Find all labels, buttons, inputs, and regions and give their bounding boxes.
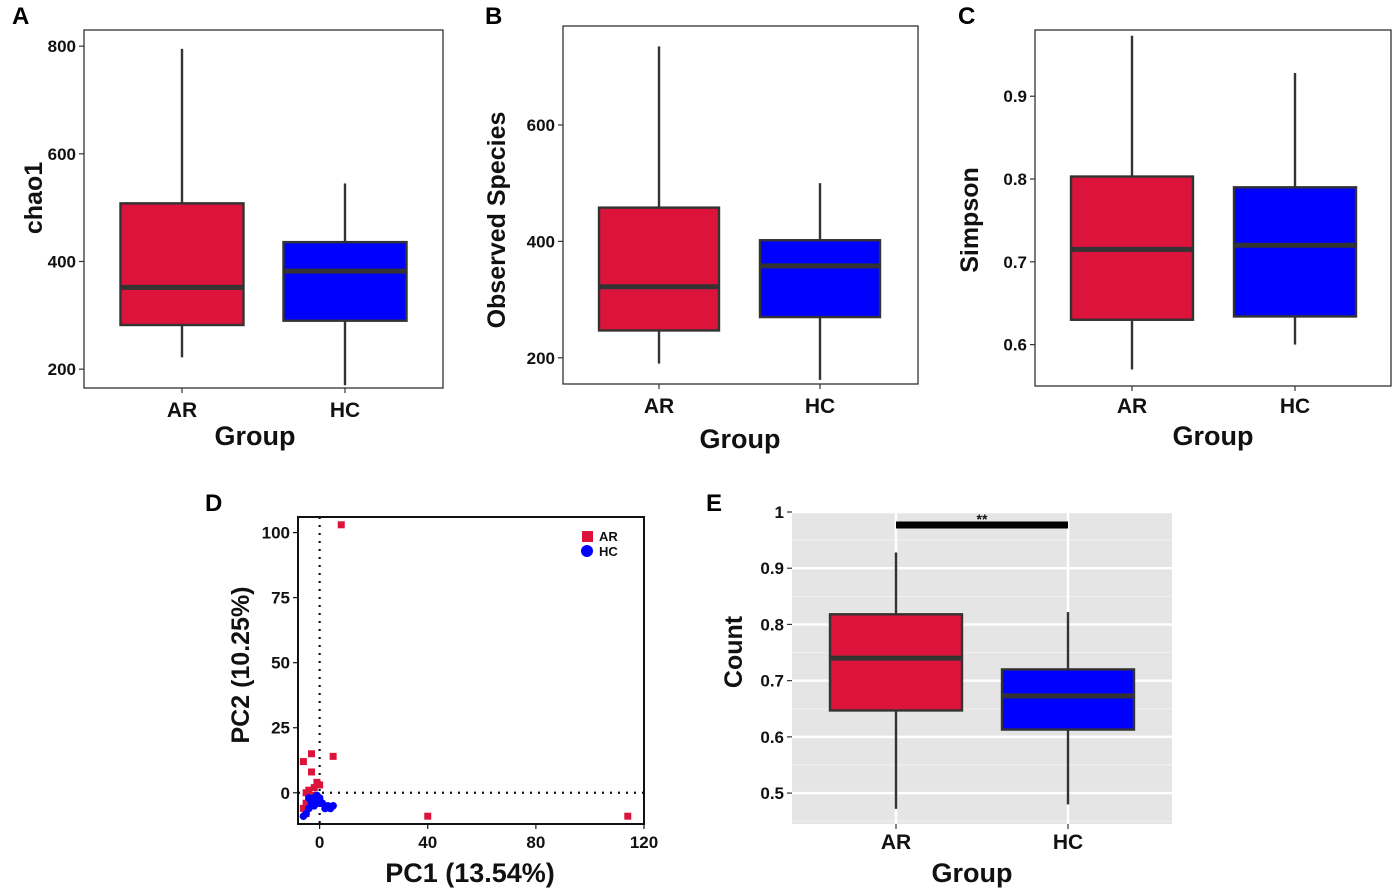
point-ar bbox=[299, 758, 307, 766]
x-axis-title-c: Group bbox=[1173, 421, 1254, 451]
box-hc-e bbox=[1000, 668, 1136, 731]
plot-border-d bbox=[297, 516, 645, 825]
point-ar bbox=[302, 799, 310, 807]
point-ar bbox=[329, 752, 337, 760]
box-ar-b bbox=[597, 206, 721, 332]
y-tick-label-d: 75 bbox=[271, 589, 290, 608]
legend-key-hc bbox=[581, 545, 593, 557]
y-axis-title-b: Observed Species bbox=[483, 112, 511, 329]
point-ar bbox=[299, 804, 307, 812]
point-ar bbox=[316, 781, 324, 789]
significance-label-e: ** bbox=[977, 511, 988, 527]
x-tick-label-a: HC bbox=[330, 399, 360, 422]
point-ar bbox=[624, 812, 632, 820]
x-tick-label-c: AR bbox=[1117, 395, 1147, 418]
x-tick-label-d: 120 bbox=[630, 833, 658, 852]
x-tick-label-b: AR bbox=[644, 395, 674, 418]
x-tick-label-a: AR bbox=[167, 399, 197, 422]
y-tick-label-d: 25 bbox=[271, 719, 290, 738]
y-tick-label-e: 1 bbox=[775, 503, 784, 522]
x-tick-label-d: 0 bbox=[315, 833, 324, 852]
x-axis-title-d: PC1 (13.54%) bbox=[385, 858, 555, 888]
y-axis-title-e: Count bbox=[720, 615, 748, 688]
y-axis-title-c: Simpson bbox=[956, 167, 984, 273]
y-tick-label-e: 0.6 bbox=[760, 728, 784, 747]
y-tick-label-a: 800 bbox=[48, 37, 76, 56]
y-tick-label-e: 0.5 bbox=[760, 784, 784, 803]
y-tick-label-d: 0 bbox=[281, 784, 290, 803]
legend-label-hc: HC bbox=[599, 544, 618, 559]
y-tick-label-b: 400 bbox=[527, 232, 555, 251]
y-axis-title-a: chao1 bbox=[20, 162, 48, 234]
x-axis-title-a: Group bbox=[215, 421, 296, 451]
point-hc bbox=[307, 799, 316, 807]
point-hc bbox=[313, 791, 321, 800]
panel-label-c: C bbox=[958, 3, 975, 30]
y-tick-label-e: 0.9 bbox=[760, 559, 784, 578]
panel-label-e: E bbox=[706, 490, 722, 517]
legend-label-ar: AR bbox=[599, 529, 618, 544]
y-tick-label-e: 0.7 bbox=[760, 672, 784, 691]
y-tick-label-c: 0.7 bbox=[1003, 253, 1027, 272]
y-tick-label-a: 400 bbox=[48, 252, 76, 271]
point-ar bbox=[308, 768, 316, 776]
point-ar bbox=[337, 521, 345, 529]
point-ar bbox=[310, 784, 318, 792]
x-axis-title-e: Group bbox=[932, 858, 1013, 888]
point-hc bbox=[329, 801, 337, 810]
point-ar bbox=[424, 812, 432, 820]
point-ar bbox=[302, 789, 310, 797]
x-tick-label-c: HC bbox=[1280, 395, 1310, 418]
y-tick-label-d: 50 bbox=[271, 654, 290, 673]
y-tick-label-c: 0.9 bbox=[1003, 87, 1027, 106]
x-axis-title-b: Group bbox=[700, 424, 781, 454]
point-hc bbox=[299, 812, 308, 820]
x-tick-label-b: HC bbox=[805, 395, 835, 418]
y-tick-label-b: 200 bbox=[527, 349, 555, 368]
y-tick-label-c: 0.6 bbox=[1003, 336, 1027, 355]
point-ar bbox=[308, 750, 316, 758]
box-ar-e bbox=[828, 613, 964, 712]
legend-key-ar bbox=[582, 531, 593, 542]
y-tick-label-a: 200 bbox=[48, 360, 76, 379]
x-tick-label-e: HC bbox=[1053, 831, 1083, 854]
box-ar-a bbox=[119, 202, 245, 327]
y-tick-label-d: 100 bbox=[262, 524, 290, 543]
x-tick-label-e: AR bbox=[881, 831, 911, 854]
y-tick-label-a: 600 bbox=[48, 145, 76, 164]
point-hc bbox=[315, 799, 324, 807]
y-tick-label-b: 600 bbox=[527, 116, 555, 135]
box-hc-c bbox=[1232, 186, 1358, 318]
box-hc-a bbox=[282, 240, 408, 322]
panel-label-d: D bbox=[205, 490, 222, 517]
panel-label-a: A bbox=[12, 3, 29, 30]
y-tick-label-e: 0.8 bbox=[760, 615, 784, 634]
y-axis-title-d: PC2 (10.25%) bbox=[227, 586, 255, 743]
y-tick-label-c: 0.8 bbox=[1003, 170, 1027, 189]
x-tick-label-d: 40 bbox=[418, 833, 437, 852]
box-hc-b bbox=[758, 239, 882, 319]
x-tick-label-d: 80 bbox=[526, 833, 545, 852]
panel-label-b: B bbox=[485, 3, 502, 30]
